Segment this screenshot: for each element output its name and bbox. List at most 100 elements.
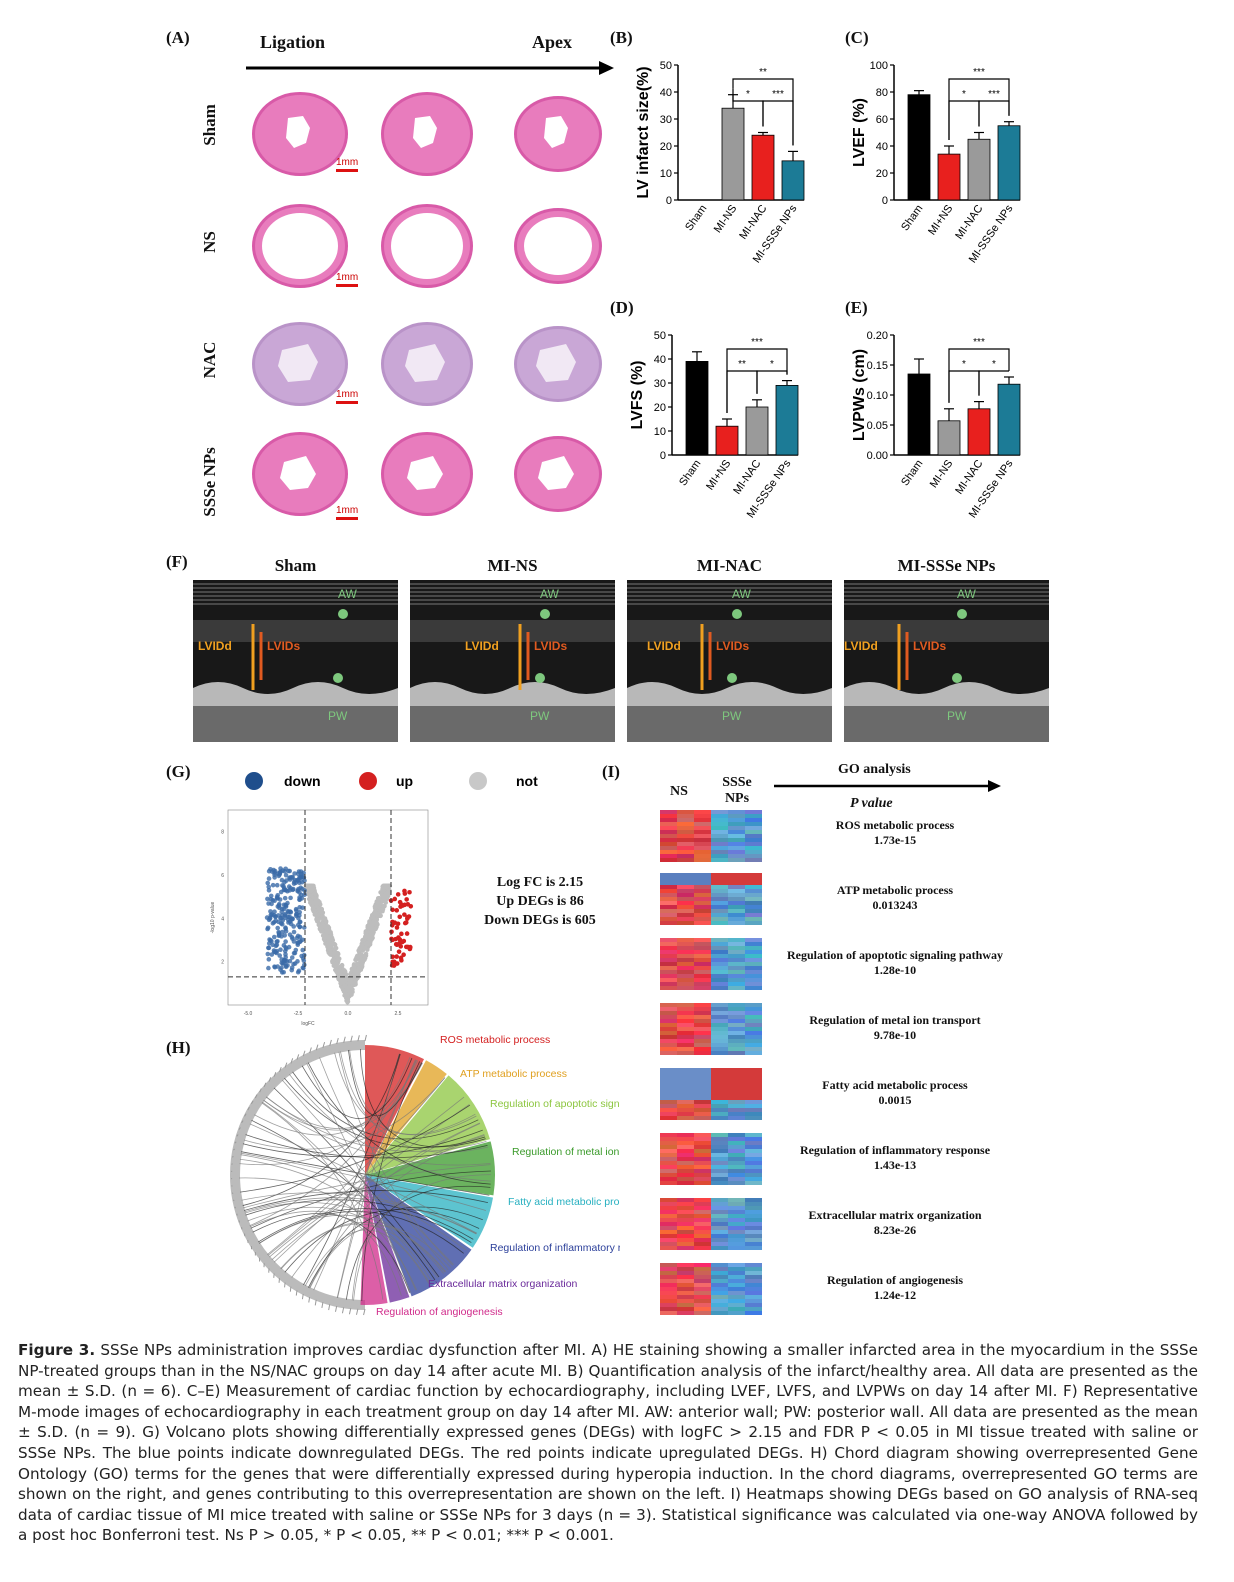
point-not bbox=[307, 892, 312, 898]
point-down bbox=[277, 897, 283, 902]
gene-tick bbox=[315, 1044, 319, 1051]
point-not bbox=[381, 904, 387, 909]
chord-ribbon bbox=[241, 1192, 477, 1235]
go-term-name: Fatty acid metabolic process bbox=[822, 1078, 968, 1092]
point-down bbox=[281, 960, 287, 966]
gene-tick bbox=[234, 1141, 237, 1144]
point-not bbox=[359, 963, 365, 969]
point-not bbox=[383, 892, 388, 898]
pw-label: PW bbox=[722, 709, 742, 723]
point-up bbox=[391, 959, 397, 965]
gene-tick bbox=[232, 1199, 235, 1202]
point-up bbox=[392, 896, 398, 902]
gene-tick bbox=[236, 1134, 239, 1137]
y-tick-label: 40 bbox=[654, 354, 666, 366]
term-arc-2 bbox=[365, 1075, 490, 1175]
point-up bbox=[406, 914, 412, 919]
point-not bbox=[308, 888, 313, 894]
point-not bbox=[338, 980, 343, 986]
gene-tick bbox=[284, 1062, 288, 1068]
chord-ribbon bbox=[247, 1206, 431, 1284]
gene-tick bbox=[309, 1047, 312, 1054]
point-not bbox=[333, 945, 339, 951]
point-down bbox=[275, 925, 280, 931]
point-up bbox=[398, 955, 404, 961]
chord-ribbon bbox=[242, 1129, 483, 1157]
point-down bbox=[271, 934, 277, 940]
chord-diagram: ROS metabolic process ATP metabolic proce… bbox=[230, 1034, 620, 1318]
point-not bbox=[355, 968, 361, 973]
point-down bbox=[297, 890, 302, 895]
point-up bbox=[407, 889, 412, 895]
point-not bbox=[386, 891, 392, 896]
chord-ribbon bbox=[360, 1049, 486, 1148]
plot-frame bbox=[227, 809, 429, 1006]
point-down bbox=[291, 929, 297, 935]
point-not bbox=[314, 913, 320, 919]
x-tick-label-0: Sham bbox=[677, 458, 703, 488]
gene-tick bbox=[263, 1082, 267, 1087]
scale-bar-text: 1mm bbox=[336, 272, 359, 283]
point-not bbox=[372, 919, 377, 925]
apex-label: Apex bbox=[532, 32, 572, 52]
sig-label-1: * bbox=[770, 359, 774, 370]
point-down bbox=[273, 949, 278, 955]
aw-label: AW bbox=[338, 587, 358, 601]
heatmap-col-ns: NS bbox=[670, 784, 688, 799]
term-label-5: Regulation of inflammatory response bbox=[490, 1242, 620, 1254]
figure-caption: Figure 3. SSSe NPs administration improv… bbox=[18, 1340, 1198, 1546]
y-tick-label: 0.15 bbox=[867, 360, 888, 372]
chord-ribbon bbox=[244, 1190, 489, 1211]
gene-tick bbox=[301, 1293, 304, 1300]
point-not bbox=[336, 952, 341, 957]
aw-label: AW bbox=[732, 587, 752, 601]
point-down bbox=[278, 967, 283, 972]
chord-ribbon bbox=[348, 1050, 423, 1117]
point-not bbox=[330, 959, 335, 964]
legend-up: up bbox=[396, 773, 413, 789]
go-term-p: 1.73e-15 bbox=[873, 833, 917, 847]
heart-section-0-1 bbox=[381, 92, 473, 176]
point-up bbox=[394, 908, 400, 913]
point-down bbox=[284, 946, 289, 951]
point-down bbox=[296, 878, 301, 883]
point-down bbox=[285, 908, 291, 914]
point-not bbox=[384, 883, 389, 889]
gene-tick bbox=[268, 1077, 272, 1082]
aw-dot bbox=[540, 609, 550, 619]
y-axis-label: LVEF (%) bbox=[851, 98, 868, 167]
point-not bbox=[364, 942, 369, 947]
chord-ribbon bbox=[336, 1053, 400, 1298]
y-tick-label: 40 bbox=[660, 87, 672, 99]
y-tick-label: 0.20 bbox=[867, 330, 888, 342]
chord-ribbon bbox=[265, 1060, 419, 1130]
bar-2 bbox=[751, 134, 775, 201]
point-up bbox=[389, 929, 394, 935]
panel-h-label: (H) bbox=[166, 1038, 191, 1057]
sig-bracket-2 bbox=[726, 348, 788, 413]
point-up bbox=[396, 949, 402, 954]
go-term-name: ATP metabolic process bbox=[836, 883, 954, 897]
point-down bbox=[295, 969, 301, 975]
go-term-name: ROS metabolic process bbox=[835, 818, 955, 832]
point-not bbox=[351, 966, 357, 971]
point-not bbox=[305, 885, 310, 890]
point-down bbox=[280, 918, 286, 923]
point-up bbox=[401, 938, 407, 944]
point-not bbox=[321, 917, 326, 922]
gene-tick bbox=[363, 1308, 366, 1316]
point-not bbox=[325, 928, 330, 934]
point-down bbox=[280, 929, 285, 935]
heart-section-2-1 bbox=[381, 322, 473, 406]
go-term-3: Regulation of metal ion transport 9.78e-1… bbox=[765, 1013, 1025, 1043]
y-axis-label: LVFS (%) bbox=[629, 360, 646, 429]
chord-ribbon bbox=[243, 1164, 491, 1209]
point-down bbox=[268, 909, 273, 914]
y-tick-label: 0 bbox=[882, 195, 888, 207]
pw-label: PW bbox=[328, 709, 348, 723]
gene-tick bbox=[238, 1220, 240, 1223]
sig-label-0: * bbox=[962, 89, 966, 100]
point-down bbox=[278, 947, 283, 952]
term-arc-4 bbox=[365, 1175, 494, 1248]
gene-tick bbox=[322, 1041, 326, 1048]
